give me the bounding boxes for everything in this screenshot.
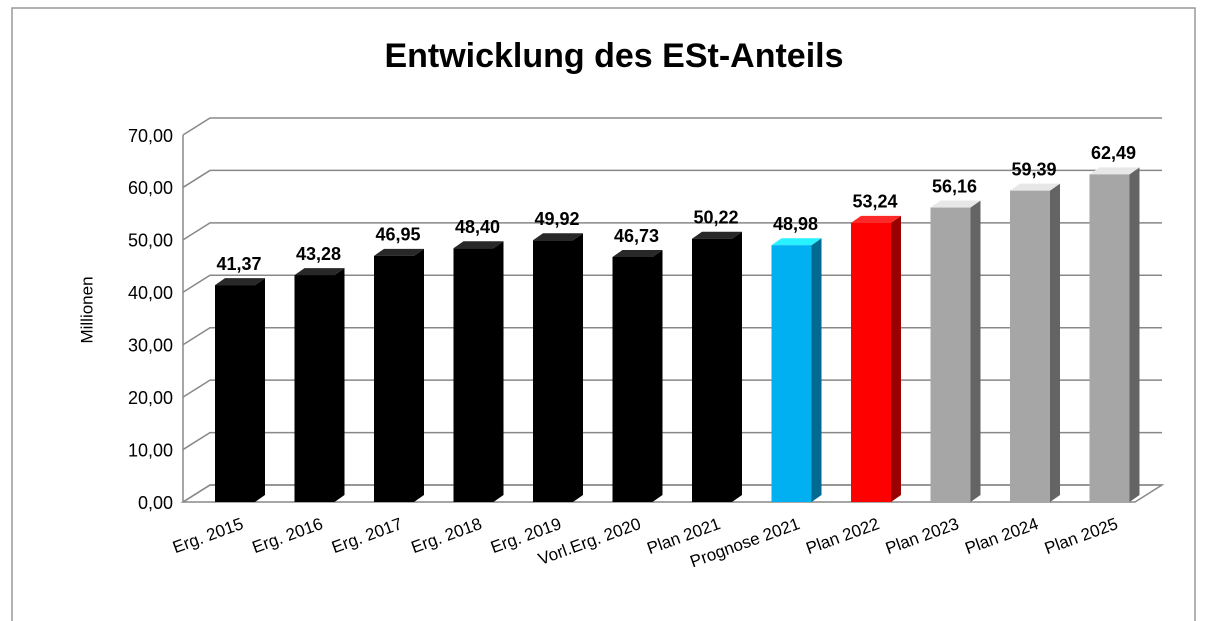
data-label: 43,28 [296, 244, 341, 264]
bar-side [334, 268, 345, 502]
bar [692, 238, 732, 502]
y-tick-label: 0,00 [138, 493, 173, 513]
bar [1089, 174, 1130, 503]
bar [612, 257, 653, 502]
bar-side [652, 250, 663, 502]
bar [930, 207, 971, 502]
bar-top [851, 215, 901, 223]
bar-side [1129, 167, 1140, 503]
y-tick-label: 50,00 [128, 231, 173, 251]
bar-top [453, 241, 504, 249]
chart-title: Entwicklung des ESt-Anteils [384, 37, 843, 75]
data-label: 48,98 [773, 214, 818, 234]
y-tick-label: 10,00 [128, 440, 173, 460]
data-label: 53,24 [852, 192, 897, 212]
grid-line [182, 484, 1162, 503]
bar-side [255, 278, 265, 502]
bar-top [294, 268, 345, 276]
bar-side [970, 200, 981, 502]
bar [374, 255, 414, 502]
bar-top [692, 231, 742, 239]
data-label: 41,37 [216, 254, 261, 274]
grid-line [182, 274, 1162, 293]
bar-side [891, 215, 901, 502]
y-tick-label: 60,00 [128, 178, 173, 198]
bar [851, 222, 891, 502]
y-tick-label: 20,00 [128, 388, 173, 408]
bar-top [930, 200, 981, 208]
bar-top [533, 233, 583, 241]
grid-line [182, 326, 1162, 346]
y-tick-label: 40,00 [128, 283, 173, 303]
bar-top [612, 250, 663, 258]
bar [1010, 190, 1050, 502]
bar-top [1089, 167, 1140, 175]
bar-side [1050, 183, 1060, 502]
bar-top [1010, 183, 1060, 191]
y-tick-label: 70,00 [128, 126, 173, 146]
bar-side [573, 233, 583, 503]
bar-side [811, 238, 822, 502]
data-label: 50,22 [693, 207, 738, 227]
bar-top [215, 278, 265, 286]
bar-side [732, 231, 742, 502]
bar-side [493, 241, 504, 502]
bar-top [771, 238, 822, 246]
bar [453, 248, 494, 502]
y-tick-label: 30,00 [128, 335, 173, 355]
data-label: 48,40 [455, 217, 500, 237]
grid-line [182, 117, 1162, 136]
chart-border [11, 7, 1196, 621]
y-axis-title: Millionen [77, 276, 96, 343]
bar [294, 275, 335, 502]
grid-line [182, 169, 1162, 189]
bar [771, 245, 812, 502]
data-label: 59,39 [1011, 159, 1056, 179]
data-label: 46,95 [375, 225, 420, 245]
bar [215, 285, 255, 502]
grid-line [182, 222, 1162, 241]
grid-line [182, 379, 1162, 398]
data-label: 62,49 [1091, 143, 1136, 163]
data-label: 56,16 [932, 176, 977, 196]
bar-top [374, 248, 424, 256]
bar-side [414, 248, 424, 502]
data-label: 46,73 [614, 226, 659, 246]
data-label: 49,92 [534, 209, 579, 229]
bar [533, 240, 573, 503]
grid-line [182, 431, 1162, 451]
